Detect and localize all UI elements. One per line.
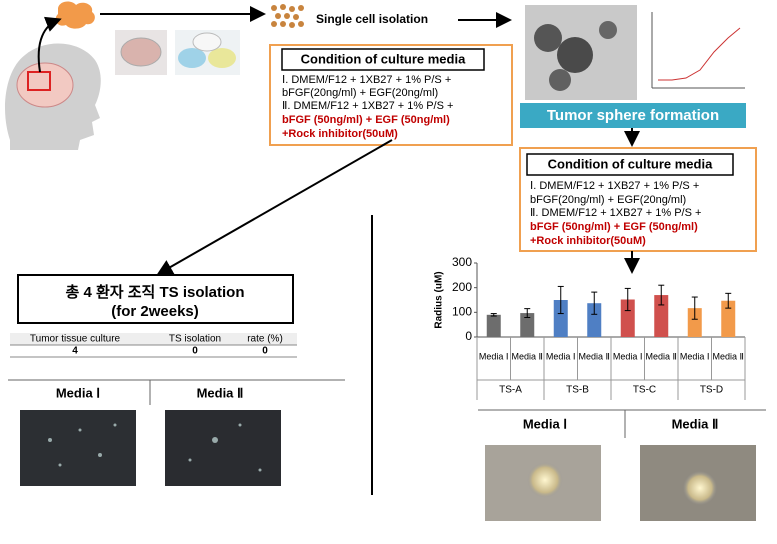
media-line: Ⅱ. DMEM/F12 + 1XB27 + 1% P/S + (530, 207, 701, 219)
image-label: Media Ⅰ (56, 385, 100, 400)
table-header-row (10, 333, 297, 345)
bar (654, 295, 669, 337)
x-tick-label: Media Ⅱ (713, 351, 744, 361)
media-line: Ⅱ. DMEM/F12 + 1XB27 + 1% P/S + (282, 100, 453, 112)
brain-illustration (5, 1, 101, 151)
isolation-frame (17, 274, 294, 324)
table-cell: 0 (262, 346, 268, 357)
bar (553, 300, 568, 337)
step-label: Single cell isolation (316, 12, 428, 26)
x-tick-label: Media Ⅰ (613, 351, 643, 361)
table-cell: 0 (192, 346, 198, 357)
sphere-label: Tumor sphere formation (547, 107, 719, 124)
image-label: Media Ⅱ (197, 385, 244, 400)
image-label: Media Ⅱ (672, 416, 719, 431)
bar (620, 299, 635, 337)
media-line: bFGF (50ng/ml) + EGF (50ng/ml) (530, 221, 698, 233)
x-tick-label: Media Ⅱ (646, 351, 677, 361)
culture-dish-photos (115, 30, 240, 75)
bar (687, 308, 702, 337)
sphere-label-frame (520, 103, 746, 128)
media-line: bFGF(20ng/ml) + EGF(20ng/ml) (282, 87, 438, 99)
sphere (683, 471, 717, 505)
sphere (527, 462, 563, 498)
media-box-title-frame (526, 153, 734, 176)
media-box-title: Condition of culture media (301, 51, 466, 66)
table-header: Tumor tissue culture (30, 334, 121, 345)
table-header: TS isolation (169, 334, 221, 345)
x-tick-label: Media Ⅰ (479, 351, 509, 361)
media-line: bFGF(20ng/ml) + EGF(20ng/ml) (530, 194, 686, 206)
media-line: Ⅰ. DMEM/F12 + 1XB27 + 1% P/S + (282, 74, 451, 86)
micrograph-specks (48, 423, 262, 472)
sphere-photo-and-growth-graph (525, 5, 750, 100)
x-tick-label: Media Ⅱ (579, 351, 610, 361)
bar (520, 313, 535, 337)
bar (486, 314, 501, 337)
media-line: bFGF (50ng/ml) + EGF (50ng/ml) (282, 114, 450, 126)
y-axis-label: Radius (uM) (434, 271, 445, 328)
media-line: Ⅰ. DMEM/F12 + 1XB27 + 1% P/S + (530, 180, 699, 192)
group-label: TS-A (499, 385, 522, 396)
media-line: +Rock inhibitor(50uM) (530, 235, 646, 247)
table-cell: 4 (72, 346, 78, 357)
isolation-title: 총 4 환자 조직 TS isolation (65, 283, 244, 301)
y-tick-label: 200 (452, 280, 472, 294)
y-tick-label: 100 (452, 305, 472, 319)
arrow (156, 139, 393, 275)
group-label: TS-D (700, 385, 723, 396)
y-tick-label: 0 (465, 329, 472, 343)
micrograph (20, 410, 136, 486)
media-box-title-frame (281, 48, 485, 71)
x-tick-label: Media Ⅰ (546, 351, 576, 361)
x-tick-label: Media Ⅰ (680, 351, 710, 361)
cell-dots (271, 4, 304, 28)
group-label: TS-B (566, 385, 589, 396)
x-tick-label: Media Ⅱ (512, 351, 543, 361)
media-line: +Rock inhibitor(50uM) (282, 128, 398, 140)
media-box-title: Condition of culture media (548, 156, 713, 171)
bar (721, 300, 736, 337)
y-tick-label: 300 (452, 255, 472, 269)
micrograph (165, 410, 281, 486)
isolation-subtitle: (for 2weeks) (111, 303, 199, 320)
image-label: Media Ⅰ (523, 416, 567, 431)
table-header: rate (%) (247, 334, 283, 345)
group-label: TS-C (633, 385, 656, 396)
bar (587, 303, 602, 337)
